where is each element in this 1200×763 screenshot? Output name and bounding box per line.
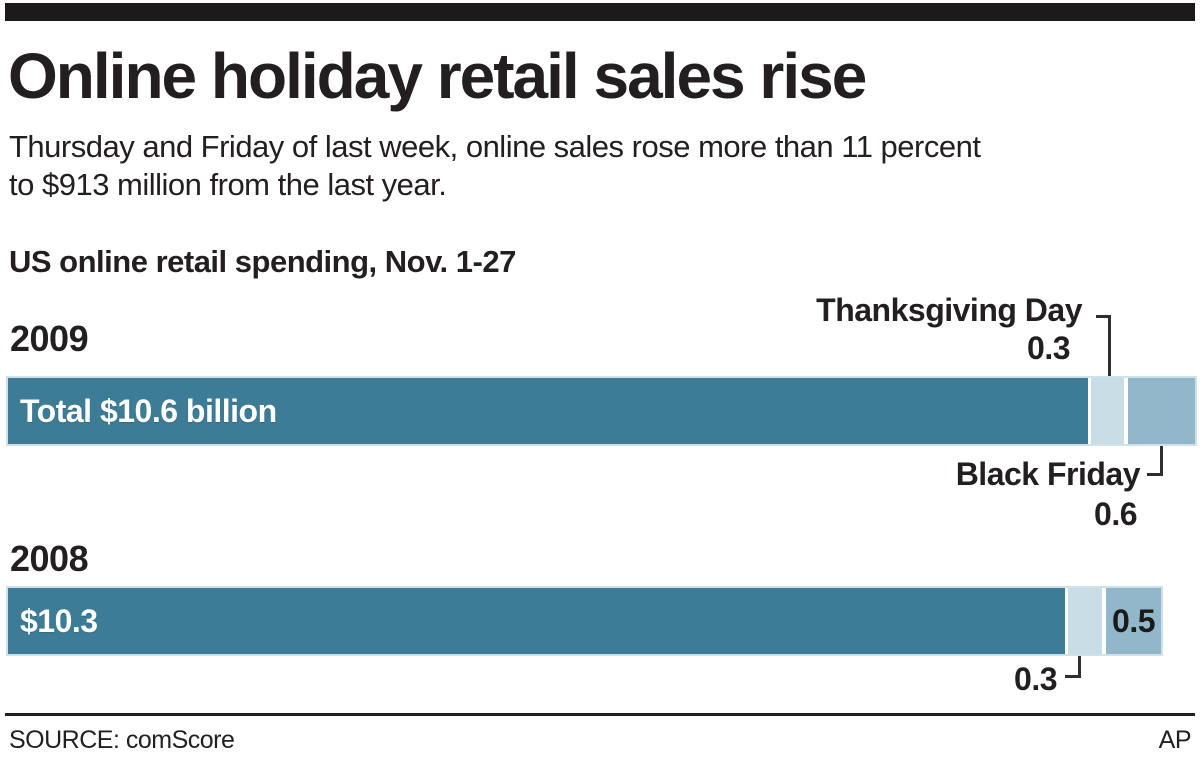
footer-rule: [5, 713, 1195, 716]
page-title: Online holiday retail sales rise: [8, 40, 867, 112]
black-friday-value-2009: 0.6: [1094, 496, 1137, 532]
black-friday-label: Black Friday: [955, 456, 1141, 492]
chart-title: US online retail spending, Nov. 1-27: [9, 244, 516, 279]
segment-divider: [1101, 588, 1106, 654]
bar-2009-thanksgiving-segment: [1090, 378, 1124, 444]
year-label-2008: 2008: [10, 538, 89, 579]
ap-credit: AP: [1158, 726, 1192, 754]
bar-2009: Total $10.6 billion: [6, 376, 1197, 446]
bar-2008-main-segment: $10.3: [8, 588, 1066, 654]
bar-2009-blackfriday-segment: [1127, 378, 1195, 444]
subtitle: Thursday and Friday of last week, online…: [9, 129, 981, 202]
black-friday-callout-line: [1147, 446, 1163, 476]
thanksgiving-day-label: Thanksgiving Day: [816, 292, 1082, 328]
thanksgiving-callout-line: [1096, 315, 1111, 376]
source-credit: SOURCE: comScore: [9, 726, 235, 754]
bar-2008-thanksgiving-segment: [1068, 588, 1102, 654]
year-label-2009: 2009: [10, 318, 89, 359]
bar-2008-blackfriday-segment: 0.5: [1105, 588, 1162, 654]
thanksgiving-value-2008: 0.3: [1014, 661, 1057, 697]
segment-divider: [1065, 588, 1069, 654]
black-friday-value-2008: 0.5: [1112, 602, 1156, 639]
thanksgiving-2008-callout-line: [1065, 656, 1081, 678]
top-rule: [5, 3, 1195, 21]
thanksgiving-value-2009: 0.3: [1027, 330, 1070, 366]
bar-2009-main-segment: Total $10.6 billion: [8, 378, 1088, 444]
bar-2009-total-label: Total $10.6 billion: [20, 392, 277, 429]
bar-2008: $10.3 0.5: [6, 586, 1164, 656]
segment-divider: [1123, 378, 1128, 444]
segment-divider: [1087, 378, 1091, 444]
bar-2008-total-label: $10.3: [20, 602, 98, 639]
